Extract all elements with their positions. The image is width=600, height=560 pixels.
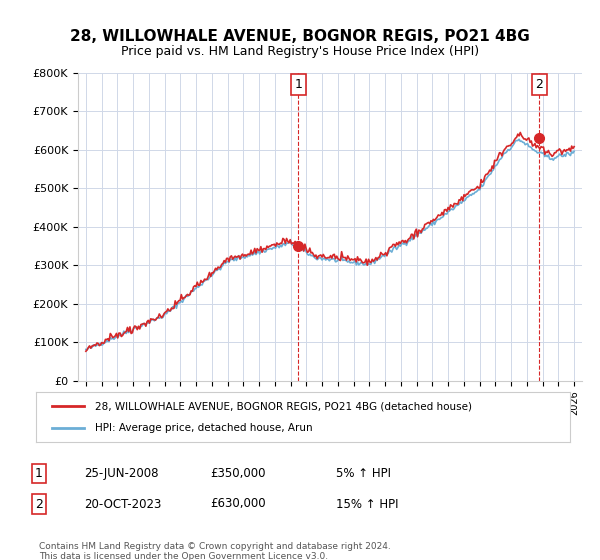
Text: 5% ↑ HPI: 5% ↑ HPI [336,466,391,480]
Text: 28, WILLOWHALE AVENUE, BOGNOR REGIS, PO21 4BG (detached house): 28, WILLOWHALE AVENUE, BOGNOR REGIS, PO2… [95,401,472,411]
Text: 25-JUN-2008: 25-JUN-2008 [84,466,158,480]
Text: 1: 1 [295,78,302,91]
Text: £350,000: £350,000 [210,466,265,480]
Text: Contains HM Land Registry data © Crown copyright and database right 2024.
This d: Contains HM Land Registry data © Crown c… [39,542,391,560]
Text: £630,000: £630,000 [210,497,266,511]
Text: HPI: Average price, detached house, Arun: HPI: Average price, detached house, Arun [95,423,313,433]
Text: 20-OCT-2023: 20-OCT-2023 [84,497,161,511]
Text: 2: 2 [536,78,544,91]
Text: 28, WILLOWHALE AVENUE, BOGNOR REGIS, PO21 4BG: 28, WILLOWHALE AVENUE, BOGNOR REGIS, PO2… [70,29,530,44]
Text: 2: 2 [35,497,43,511]
Text: Price paid vs. HM Land Registry's House Price Index (HPI): Price paid vs. HM Land Registry's House … [121,45,479,58]
Text: 1: 1 [35,466,43,480]
Text: 15% ↑ HPI: 15% ↑ HPI [336,497,398,511]
